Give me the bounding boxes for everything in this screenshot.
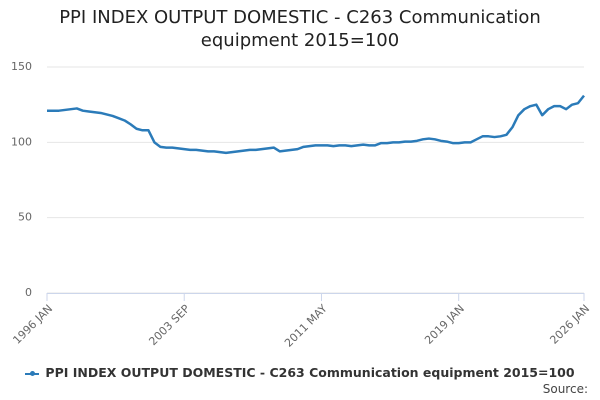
x-tick-label: 2019 JAN	[422, 302, 467, 347]
legend-swatch	[25, 370, 40, 376]
chart-title: PPI INDEX OUTPUT DOMESTIC - C263 Communi…	[59, 7, 541, 51]
y-tick-label: 50	[18, 211, 32, 224]
y-tick-label: 0	[25, 286, 32, 299]
x-tick-label: 1996 JAN	[10, 302, 55, 347]
line	[47, 94, 585, 155]
x-tick-label: 2003 SEP	[146, 302, 192, 348]
x-tick-label: 2011 MAY	[282, 302, 330, 350]
x-tick-label: 2026 JAN	[547, 302, 592, 347]
legend: PPI INDEX OUTPUT DOMESTIC - C263 Communi…	[0, 365, 600, 380]
source: Source:	[542, 382, 588, 396]
y-tick-label: 150	[11, 60, 32, 73]
legend-label: PPI INDEX OUTPUT DOMESTIC - C263 Communi…	[45, 365, 575, 380]
y-tick-label: 100	[11, 135, 32, 148]
